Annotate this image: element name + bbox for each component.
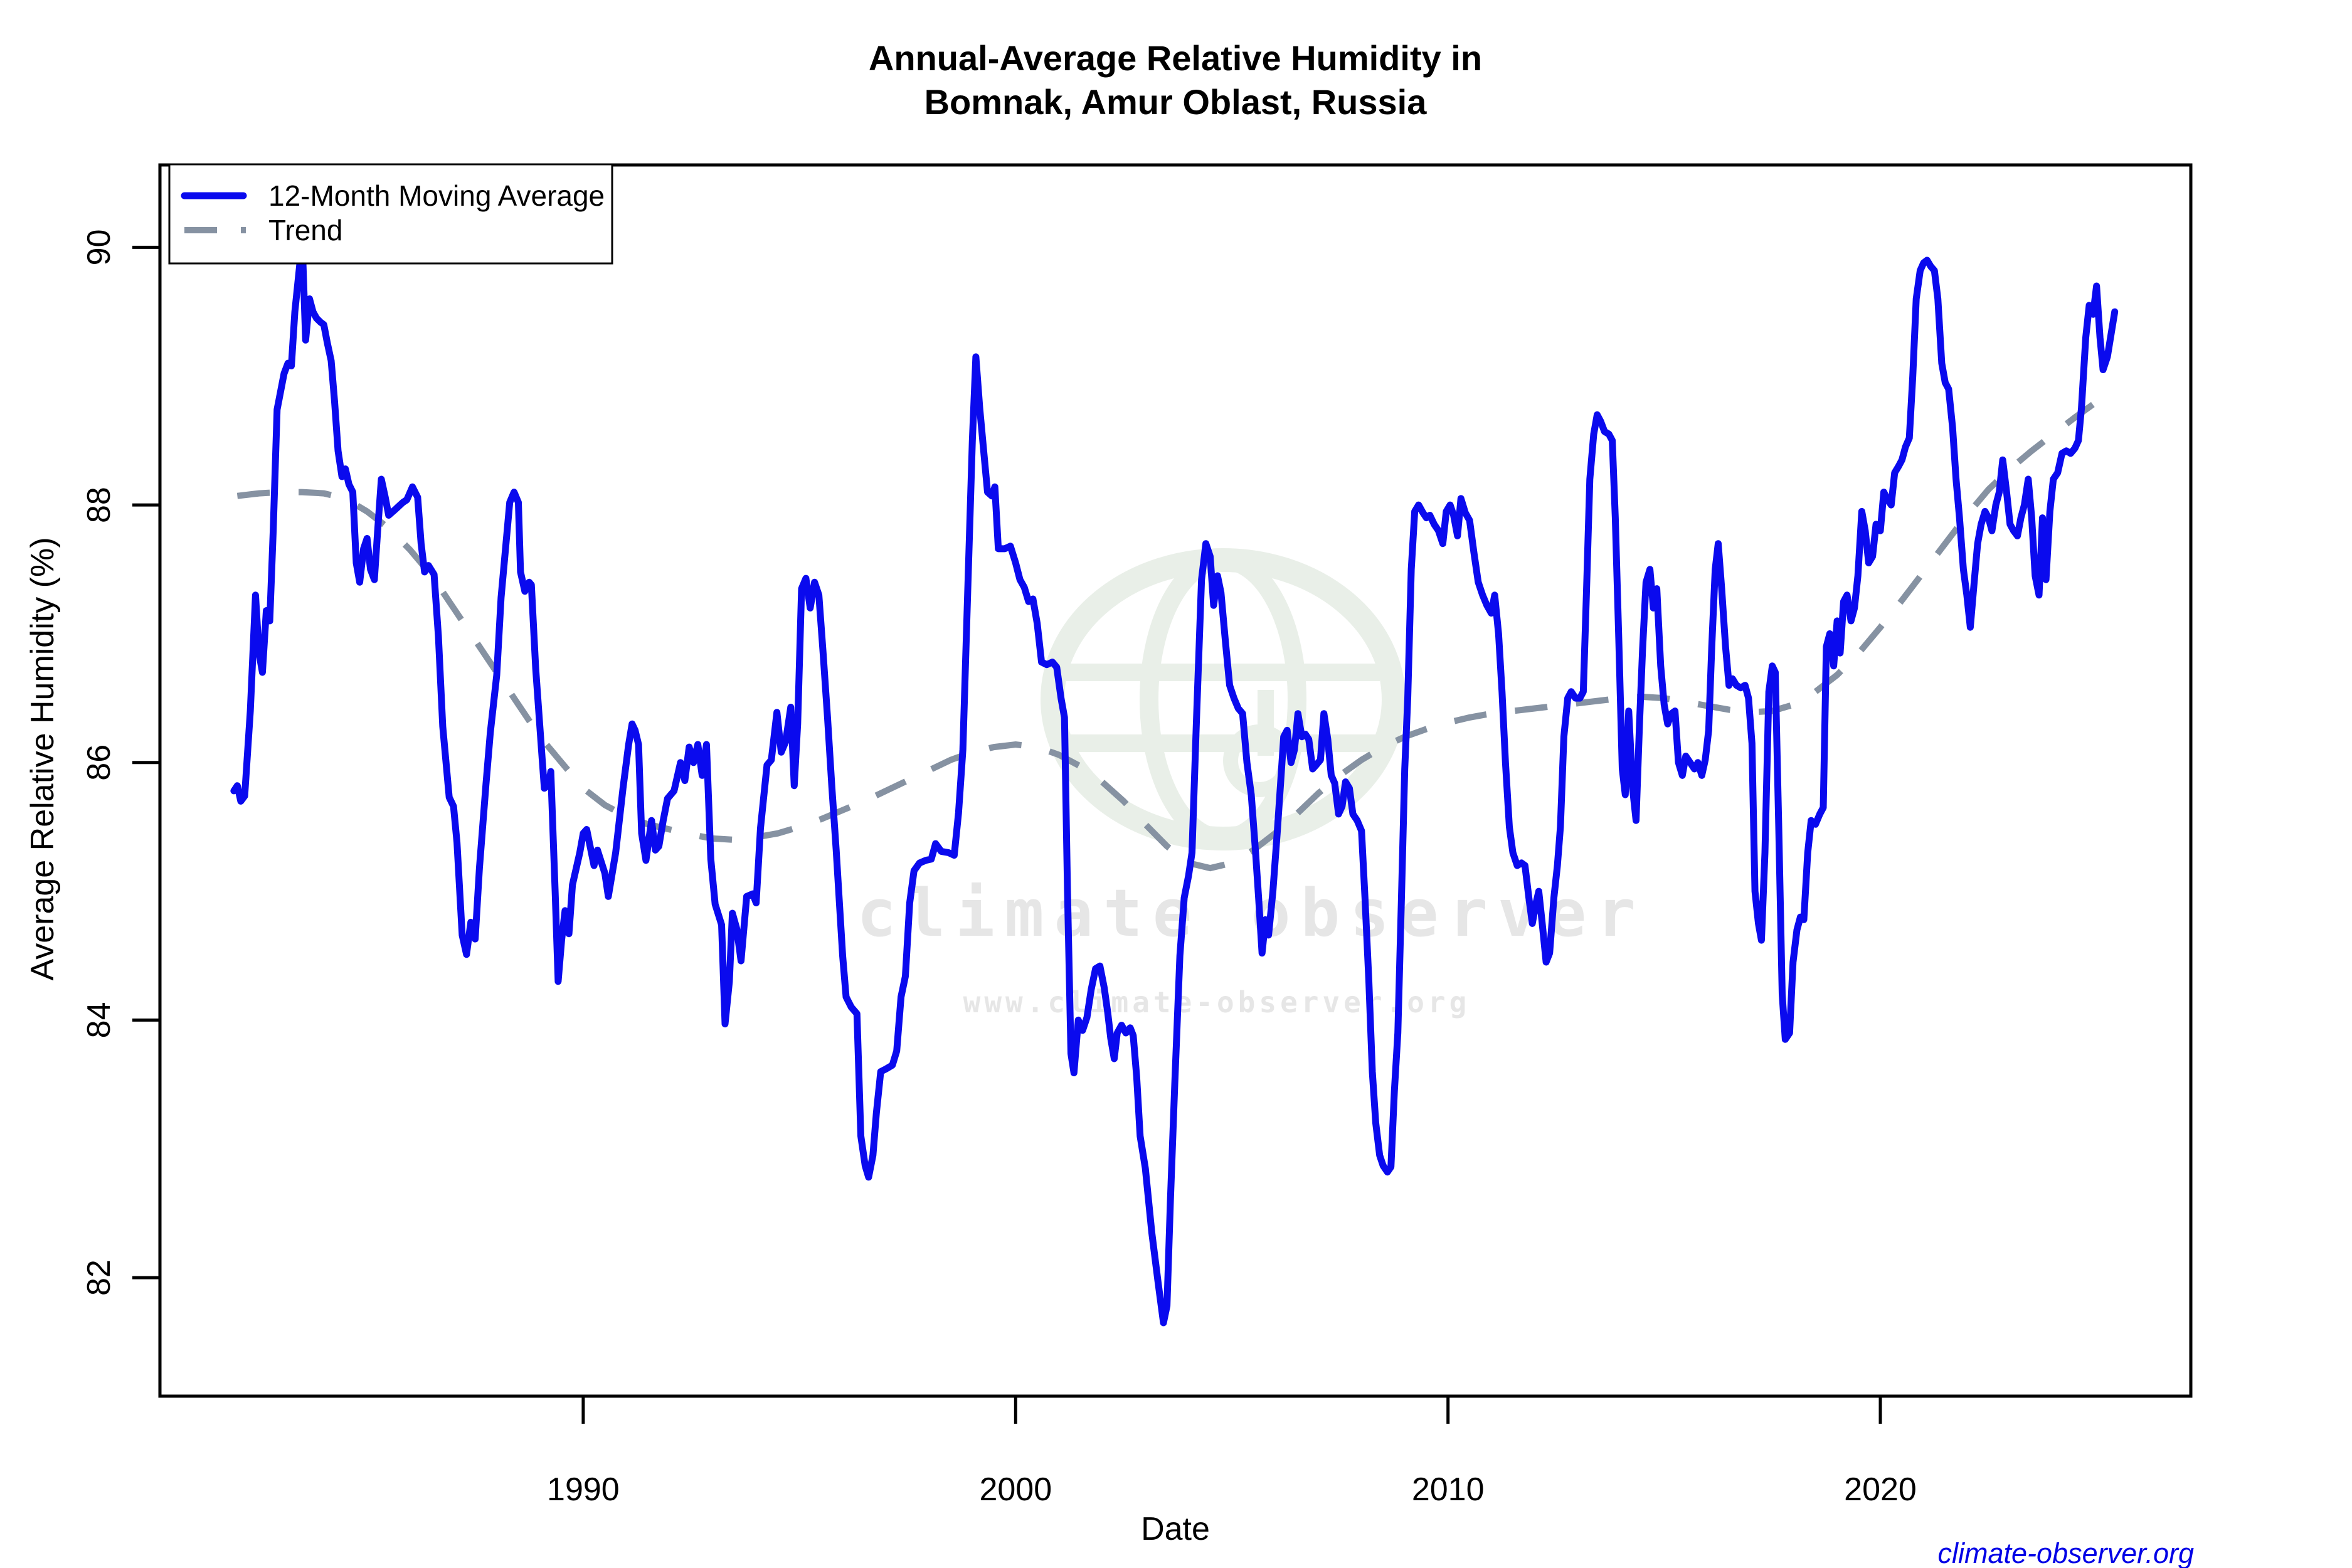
x-axis-title: Date <box>1141 1511 1210 1547</box>
x-tick-label: 2000 <box>979 1471 1052 1508</box>
x-tick-label: 1990 <box>547 1471 620 1508</box>
y-axis-title: Average Relative Humidity (%) <box>24 537 61 980</box>
y-tick-label: 82 <box>81 1259 117 1296</box>
watermark: climate observer www.climate-observer.or… <box>857 548 1646 1019</box>
x-tick-label: 2010 <box>1412 1471 1485 1508</box>
axes: 1990 2000 2010 2020 82 84 86 88 90 <box>81 229 1917 1508</box>
y-tick-label: 90 <box>81 229 117 265</box>
footer-link[interactable]: climate-observer.org <box>1938 1537 2194 1568</box>
legend: 12-Month Moving Average Trend <box>168 163 613 265</box>
y-tick-label: 84 <box>81 1002 117 1038</box>
watermark-text: climate observer <box>857 875 1646 951</box>
globe-icon <box>1041 548 1406 850</box>
legend-label-moving-average: 12-Month Moving Average <box>268 179 605 212</box>
chart-title-line2: Bomnak, Amur Oblast, Russia <box>924 82 1428 122</box>
trend-line <box>236 386 2117 872</box>
x-tick-label: 2020 <box>1844 1471 1917 1508</box>
plot-border <box>158 163 2193 1398</box>
watermark-subtext: www.climate-observer.org <box>963 985 1471 1019</box>
legend-box <box>168 163 613 265</box>
chart-title-line1: Annual-Average Relative Humidity in <box>869 38 1482 78</box>
legend-label-trend: Trend <box>268 214 342 246</box>
y-tick-label: 88 <box>81 487 117 523</box>
moving-average-line <box>230 237 2119 1327</box>
y-tick-label: 86 <box>81 744 117 781</box>
data-series <box>230 237 2119 1327</box>
